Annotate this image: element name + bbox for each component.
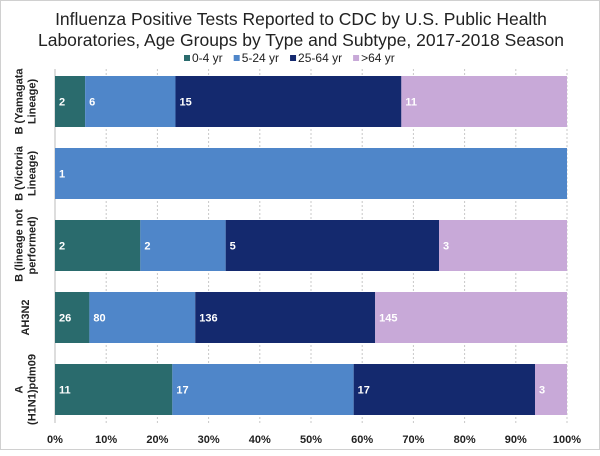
data-label: 6 <box>89 97 95 109</box>
x-tick-label: 50% <box>300 434 322 446</box>
bar-segment <box>401 76 567 127</box>
x-tick-label: 20% <box>146 434 168 446</box>
bar-segment <box>225 220 439 271</box>
category-label: Lineage) <box>27 151 39 197</box>
category-label: AH3N2 <box>20 299 32 335</box>
bar-segment <box>55 292 90 343</box>
data-label: 136 <box>199 313 217 325</box>
data-label: 145 <box>379 313 397 325</box>
x-tick-label: 0% <box>47 434 63 446</box>
category-label: performed) <box>27 216 39 274</box>
legend-label: 0-4 yr <box>192 51 223 65</box>
x-tick-label: 100% <box>553 434 581 446</box>
data-label: 80 <box>93 313 105 325</box>
chart-title: Influenza Positive Tests Reported to CDC… <box>55 9 547 29</box>
x-tick-label: 70% <box>402 434 424 446</box>
data-label: 2 <box>59 97 65 109</box>
data-label: 3 <box>443 241 449 253</box>
legend-swatch <box>184 55 190 61</box>
category-label: B (Yamagata <box>14 68 26 135</box>
bar-segment <box>140 220 226 271</box>
legend-label: >64 yr <box>361 51 395 65</box>
category-label: (H1N1)pdm09 <box>27 354 39 425</box>
x-tick-label: 80% <box>454 434 476 446</box>
data-label: 2 <box>59 241 65 253</box>
data-label: 26 <box>59 313 71 325</box>
data-label: 1 <box>59 169 65 181</box>
bar-segment <box>172 364 354 415</box>
legend-label: 5-24 yr <box>242 51 279 65</box>
x-tick-label: 90% <box>505 434 527 446</box>
bar-segment <box>55 76 86 127</box>
bar-segment <box>175 76 402 127</box>
legend-swatch <box>233 55 240 61</box>
bar-segment <box>55 148 567 199</box>
category-label: A <box>14 385 26 393</box>
data-label: 11 <box>405 97 417 109</box>
bar-segment <box>85 76 176 127</box>
category-label: B (Victoria <box>14 145 26 201</box>
data-label: 3 <box>539 385 545 397</box>
legend-swatch <box>290 55 297 61</box>
x-tick-label: 60% <box>351 434 373 446</box>
bar-segment <box>535 364 567 415</box>
legend-swatch <box>353 55 360 61</box>
category-label: Lineage) <box>27 79 39 125</box>
category-label: B (lineage not <box>14 209 26 282</box>
data-label: 5 <box>230 241 236 253</box>
x-tick-label: 10% <box>95 434 117 446</box>
bar-segment <box>89 292 196 343</box>
data-label: 17 <box>176 385 188 397</box>
bar-segment <box>55 220 141 271</box>
bar-segment <box>353 364 535 415</box>
bar-segment <box>195 292 376 343</box>
data-label: 2 <box>144 241 150 253</box>
data-label: 11 <box>59 385 71 397</box>
data-label: 17 <box>358 385 370 397</box>
x-tick-label: 40% <box>249 434 271 446</box>
bar-segment <box>55 364 173 415</box>
bar-segment <box>439 220 567 271</box>
chart-title: Laboratories, Age Groups by Type and Sub… <box>38 30 564 50</box>
legend-label: 25-64 yr <box>298 51 342 65</box>
data-label: 15 <box>179 97 191 109</box>
bar-segment <box>375 292 567 343</box>
x-tick-label: 30% <box>198 434 220 446</box>
